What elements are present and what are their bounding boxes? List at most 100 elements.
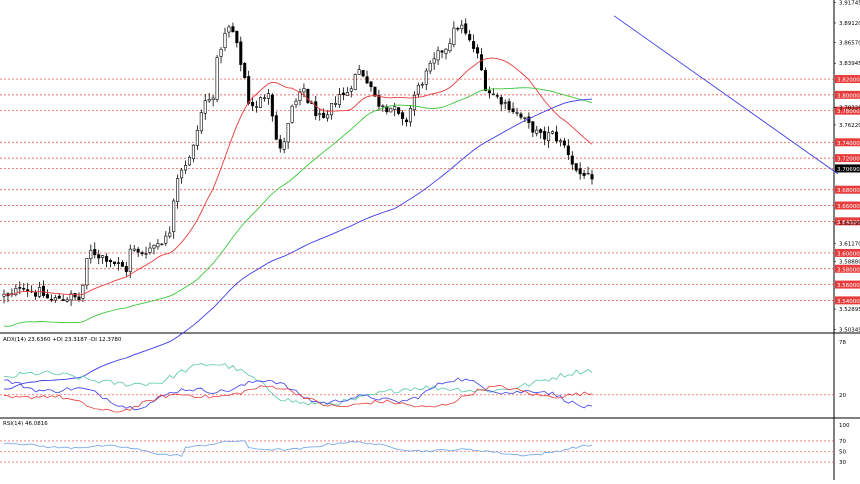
candle-body [515, 112, 519, 114]
price-tag-label: 3.66000 [837, 204, 860, 210]
candle-body [61, 299, 65, 301]
candle-body [191, 144, 195, 160]
candle-body [543, 130, 547, 140]
candle-body [369, 81, 373, 88]
sma-fast-line [3, 57, 593, 296]
candle-body [330, 103, 334, 116]
candle-body [582, 173, 586, 176]
candle-body [318, 113, 322, 116]
candle-body [18, 287, 22, 289]
current-price-tag [835, 164, 860, 173]
price-tag-label: 3.82000 [837, 78, 860, 84]
y-axis-tick-label: 3.78325 [839, 106, 860, 112]
candle-body [566, 145, 570, 156]
candle-body [377, 95, 381, 107]
candle-body [570, 155, 574, 165]
candle-body [326, 114, 330, 119]
candle-body [483, 69, 487, 91]
candle-body [341, 92, 345, 96]
candle-body [69, 293, 73, 301]
candle-body [531, 121, 535, 133]
candle-body [251, 101, 255, 107]
candle-body [333, 103, 338, 105]
candle-body [393, 106, 397, 110]
candle-body [562, 140, 566, 146]
candle-body [156, 243, 160, 248]
candle-body [203, 100, 207, 114]
price-tag [835, 185, 860, 194]
candle-body [448, 43, 452, 52]
candle-body [322, 112, 326, 118]
candle-body [243, 63, 247, 79]
candle-body [306, 88, 310, 104]
y-axis-tick-label: 3.50345 [839, 328, 860, 334]
candle-body [45, 294, 49, 299]
candle-body [511, 108, 515, 113]
adx-line [3, 363, 593, 407]
price-tag-label: 3.74000 [837, 141, 860, 147]
price-tag-label: 3.80000 [837, 93, 860, 99]
candle-body [81, 285, 85, 299]
sma-medium-line [3, 87, 593, 327]
candle-body [109, 260, 113, 263]
price-tag-label: 3.70690 [837, 167, 860, 173]
price-tag [835, 154, 860, 163]
candle-body [116, 262, 120, 264]
price-tag-label: 3.72000 [837, 157, 860, 163]
candle-body [65, 299, 69, 302]
candle-body [34, 292, 38, 297]
candle-body [416, 84, 420, 95]
candle-body [255, 106, 259, 108]
candle-body [49, 298, 53, 301]
candle-body [77, 296, 81, 301]
candle-body [172, 200, 176, 233]
candle-body [14, 288, 18, 296]
candle-body [235, 30, 239, 44]
candle-body [397, 107, 401, 114]
candle-body [495, 95, 499, 97]
rsi-axis-label: 30 [839, 460, 846, 466]
candle-body [353, 74, 357, 90]
candle-body [519, 113, 523, 118]
candle-body [464, 23, 468, 34]
candle-body [97, 254, 101, 259]
candle-body [373, 86, 377, 97]
candle-body [231, 26, 235, 33]
candle-body [128, 248, 132, 272]
candle-body [144, 253, 148, 255]
candle-body [499, 97, 503, 105]
price-tag [835, 201, 860, 210]
candle-body [180, 169, 184, 179]
candle-body [262, 97, 266, 99]
price-tag [835, 138, 860, 147]
candle-body [472, 41, 476, 49]
candle-body [503, 102, 507, 104]
candle-body [93, 249, 97, 256]
price-tag [835, 106, 860, 115]
y-axis-tick-label: 3.61170 [839, 241, 860, 247]
candle-body [270, 94, 274, 117]
candle-body [239, 41, 243, 65]
trendline [613, 15, 839, 175]
rsi-axis-label: 50 [839, 450, 846, 456]
candle-body [120, 262, 124, 267]
price-tag-label: 3.54000 [837, 299, 860, 305]
candle-body [361, 70, 365, 77]
candle-body [539, 129, 543, 133]
candle-body [105, 256, 109, 262]
candle-body [590, 174, 594, 180]
candle-body [124, 266, 128, 272]
price-tag [835, 217, 860, 226]
candle-body [337, 94, 341, 106]
candle-body [227, 26, 231, 33]
candle-body [164, 235, 168, 244]
candle-body [184, 165, 188, 171]
rsi-axis-label: 70 [839, 439, 846, 445]
candle-body [412, 94, 416, 111]
rsi-axis-label: 100 [839, 423, 850, 429]
rsi-panel: RSI(14) 46.0816 100 70 50 30 [0, 421, 850, 466]
candle-body [266, 93, 270, 99]
candle-body [527, 116, 531, 124]
